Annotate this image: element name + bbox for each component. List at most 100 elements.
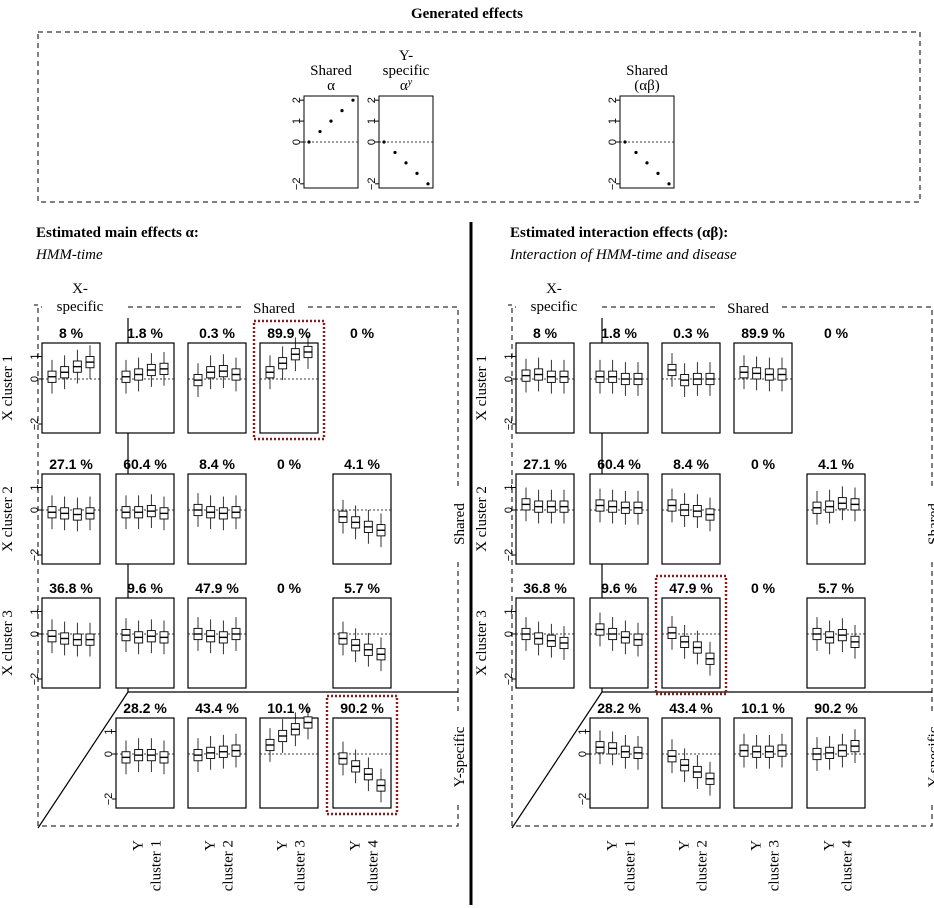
x-specific-panel: 27.1 %: [515, 456, 575, 565]
percentage-label: 0 %: [277, 456, 302, 472]
shared-label-bg: [718, 300, 778, 316]
shared-panel: 89.9 %: [733, 325, 793, 434]
percentage-label: 36.8 %: [49, 580, 93, 596]
shared-panel: 47.9 %: [187, 580, 247, 689]
highlight-frame: [654, 574, 728, 696]
y-tick-label: −2: [577, 793, 589, 806]
y-specific-panel: 28.2 %: [115, 700, 175, 809]
x-specific-label-line1: X-: [546, 281, 562, 297]
column-label-y-line1: Y: [676, 840, 692, 851]
generated-point: [645, 161, 649, 165]
y-specific-bg: [448, 712, 468, 802]
y-tick-label: −2: [503, 549, 515, 562]
panel-frame: [806, 473, 866, 565]
panel-frame: [589, 717, 649, 809]
generated-panel-label: Shared: [626, 63, 668, 79]
percentage-label: 5.7 %: [344, 580, 380, 596]
percentage-label: 47.9 %: [195, 580, 239, 596]
percentage-label: 27.1 %: [523, 456, 567, 472]
shared-panel: 0 %: [277, 580, 302, 596]
generated-point: [340, 109, 344, 113]
panel-frame: [806, 717, 866, 809]
y-tick-label: 2: [291, 97, 303, 103]
alpha-symbol: α: [400, 78, 408, 94]
row-label-x-cluster-1: X cluster 1: [0, 355, 16, 421]
y-specific-label: Y-specific: [452, 726, 468, 787]
generated-point: [318, 129, 322, 134]
panel-frame: [661, 597, 721, 689]
row-label-x-cluster-3: X cluster 3: [474, 610, 490, 676]
panel-frame: [589, 473, 649, 565]
y-tick-label: −2: [29, 418, 41, 431]
x-specific-panel: 27.1 %: [41, 456, 101, 565]
generated-point: [623, 140, 627, 144]
x-specific-label-line2: specific: [531, 299, 578, 315]
left-section-title: Estimated main effects α:: [36, 225, 199, 241]
shared-panel: 60.4 %: [115, 456, 175, 565]
y-tick-label: −2: [503, 418, 515, 431]
corner-diagonal: [511, 691, 603, 829]
row-label-x-cluster-1: X cluster 1: [474, 355, 490, 421]
shared-side-label: Shared: [452, 503, 468, 545]
shared-side-bg: [922, 488, 934, 560]
y-tick-label: 0: [291, 139, 303, 145]
y-specific-label: Y-specific: [926, 726, 934, 787]
shared-panel: 1.8 %: [589, 325, 649, 434]
generated-effects-title: Generated effects: [411, 6, 523, 22]
panel-frame: [259, 717, 319, 809]
percentage-label: 10.1 %: [741, 700, 785, 716]
y-tick-label: 0: [503, 376, 515, 382]
panel-frame: [589, 342, 649, 434]
y-tick-label: 0: [577, 751, 589, 757]
generated-point: [404, 161, 408, 165]
y-tick-label: −2: [503, 673, 515, 686]
generated-point: [393, 150, 397, 155]
shared-panel: 1.8 %: [115, 325, 175, 434]
percentage-label: 0 %: [751, 580, 776, 596]
panel-frame: [187, 597, 247, 689]
generated-point: [634, 150, 638, 155]
shared-top-label: Shared: [727, 301, 769, 317]
right-section-subtitle: Interaction of HMM-time and disease: [509, 247, 737, 263]
generated-point: [307, 140, 311, 144]
shared-panel: 4.1 %: [332, 456, 392, 565]
percentage-label: 36.8 %: [523, 580, 567, 596]
generated-panel-label: Y-: [399, 48, 413, 64]
row-label-x-cluster-2: X cluster 2: [0, 486, 16, 552]
percentage-label: 89.9 %: [267, 325, 311, 341]
shared-panel: 0 %: [350, 325, 375, 341]
x-specific-label-line1: X-: [72, 281, 88, 297]
y-tick-label: −2: [29, 549, 41, 562]
column-label-y-line1: Y: [347, 840, 363, 851]
panel-frame: [187, 717, 247, 809]
x-specific-panel: 8 %: [515, 325, 575, 434]
right-section-title: Estimated interaction effects (αβ):: [510, 225, 728, 241]
y-tick-label: 0: [503, 631, 515, 637]
percentage-label: 90.2 %: [814, 700, 858, 716]
y-specific-panel: 10.1 %: [259, 700, 319, 809]
percentage-label: 28.2 %: [597, 700, 641, 716]
y-tick-label: −2: [366, 178, 378, 191]
y-tick-label: 1: [503, 353, 515, 359]
column-label-y-line2: cluster 3: [766, 840, 782, 891]
column-label-y-line1: Y: [130, 840, 146, 851]
generated-point: [351, 98, 355, 102]
y-tick-label: 1: [29, 608, 41, 614]
panel-frame: [733, 717, 793, 809]
y-specific-panel: 90.2 %: [332, 700, 392, 809]
generated-point: [329, 119, 333, 123]
percentage-label: 8.4 %: [199, 456, 235, 472]
percentage-label: 9.6 %: [127, 580, 163, 596]
panel-frame: [661, 342, 721, 434]
shared-panel: 4.1 %: [806, 456, 866, 565]
shared-panel: 47.9 %: [661, 580, 721, 689]
shared-panel: 5.7 %: [806, 580, 866, 689]
y-tick-label: −2: [607, 178, 619, 191]
generated-panel-label: αy: [400, 77, 413, 95]
y-specific-bg: [922, 712, 934, 802]
percentage-label: 4.1 %: [344, 456, 380, 472]
right-grid: X-specific Shared Shared Y-specific X cluste…: [474, 281, 934, 891]
row-label-x-cluster-2: X cluster 2: [474, 486, 490, 552]
